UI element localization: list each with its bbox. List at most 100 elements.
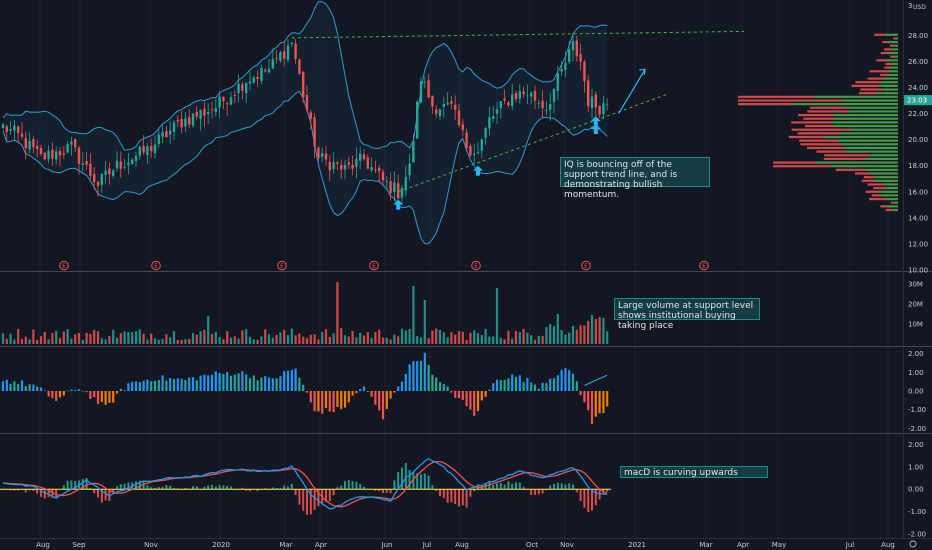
macd-histogram-bar [309, 489, 312, 515]
volume-bar [176, 339, 179, 344]
candle-body [499, 101, 502, 109]
volume-annotation[interactable]: Large volume at support level shows inst… [614, 298, 760, 331]
candle-body [131, 159, 134, 165]
oscillator-bar [260, 377, 263, 391]
earnings-marker-label: E [62, 263, 66, 270]
oscillator-bar [100, 391, 103, 402]
time-tick-label: Mar [699, 541, 712, 549]
volume-bar [214, 331, 217, 344]
oscillator-bar [226, 372, 229, 391]
last-price-badge [904, 95, 932, 106]
candle-body [161, 132, 164, 137]
earnings-marker-circle [277, 260, 287, 271]
volume-profile-up-bar [852, 128, 898, 131]
earnings-marker: E [277, 260, 287, 271]
price-candle [450, 95, 453, 109]
macd-histogram-bar [530, 489, 533, 495]
time-tick-label: Aug [455, 541, 469, 549]
volume-bar [5, 338, 8, 344]
volume-profile-up-bar [830, 165, 898, 168]
volume-profile-up-bar [875, 176, 898, 179]
oscillator-bar [355, 391, 358, 394]
macd-annotation[interactable]: macD is curving upwards [620, 466, 768, 478]
macd-histogram-bar [214, 486, 217, 490]
macd-histogram-bar [374, 489, 377, 491]
candle-body [343, 164, 347, 170]
volume-bar [233, 336, 236, 344]
candle-body [332, 162, 335, 170]
volume-bar [267, 334, 271, 344]
price-candle [188, 108, 191, 128]
macd-histogram-bar [461, 489, 464, 506]
macd-histogram-bar [51, 489, 54, 498]
price-candle [279, 50, 282, 64]
macd-histogram-bar [275, 488, 278, 490]
volume-bar [359, 332, 362, 344]
settings-gear-icon[interactable] [909, 540, 917, 548]
price-candle [533, 85, 537, 110]
oscillator-bar [370, 391, 373, 397]
price-candle [400, 184, 404, 203]
oscillator-bar [142, 380, 145, 391]
macd-histogram-bar [423, 473, 426, 490]
candle-body [438, 109, 442, 117]
support-annotation[interactable]: IQ is bouncing off of the support trend … [560, 157, 710, 200]
volume-profile-up-bar [849, 110, 898, 113]
currency-label: USD [913, 4, 926, 11]
price-candle [564, 51, 567, 78]
volume-bar [184, 339, 187, 344]
price-tick-label: 12.00 [908, 240, 928, 248]
volume-bar [70, 338, 73, 344]
price-candle [480, 138, 483, 159]
bollinger-band-fill [3, 1, 608, 244]
macd-histogram-bar [351, 481, 354, 490]
candle-body [590, 96, 594, 109]
volume-bar [431, 330, 434, 344]
volume-profile-down-bar [861, 179, 875, 182]
macd-histogram-bar [450, 489, 453, 503]
oscillator-bar [248, 378, 252, 391]
candle-body [602, 103, 605, 115]
price-candle [579, 43, 582, 71]
oscillator-bar [267, 377, 271, 391]
volume-profile-down-bar [867, 77, 884, 80]
price-candle [347, 156, 350, 170]
oscillator-bar [47, 391, 50, 397]
macd-histogram-bar [184, 488, 187, 490]
volume-bar [9, 333, 12, 344]
volume-bar [245, 329, 248, 344]
macd-histogram-bar [222, 485, 225, 490]
oscillator-bar [404, 373, 407, 391]
volume-profile-down-bar [874, 33, 886, 36]
macd-histogram-bar [62, 485, 65, 490]
earnings-marker: E [471, 260, 481, 271]
price-candle [427, 74, 430, 98]
price-candle [309, 109, 312, 130]
candle-body [226, 103, 229, 105]
volume-profile-up-bar [877, 84, 898, 87]
candle-body [248, 81, 252, 84]
oscillator-bar [359, 389, 362, 391]
price-candle [438, 107, 442, 120]
oscillator-bar [172, 378, 176, 391]
macd-histogram-bar [518, 482, 521, 490]
oscillator-bar [454, 391, 457, 398]
oscillator-bar [446, 386, 449, 391]
candle-body [210, 109, 214, 111]
oscillator-bar [195, 380, 198, 391]
price-candle [47, 145, 50, 164]
price-tick-label: 22.00 [908, 110, 928, 118]
macd-histogram-bar [511, 483, 514, 490]
macd-histogram-bar [36, 489, 39, 494]
oscillator-bar [427, 364, 430, 391]
oscillator-bar [450, 391, 453, 393]
macd-histogram-bar [43, 489, 46, 499]
price-candle [153, 135, 157, 159]
price-tick-label: 24.00 [908, 84, 928, 92]
candle-body [412, 140, 415, 163]
oscillator-bar [579, 391, 582, 396]
macd-histogram-bar [207, 485, 210, 490]
volume-bar [199, 331, 202, 344]
price-candle [511, 83, 514, 111]
